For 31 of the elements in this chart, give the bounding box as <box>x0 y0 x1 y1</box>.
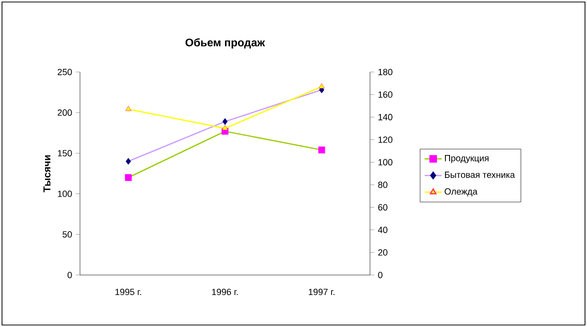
point <box>318 146 326 154</box>
legend-label: Бытовая техника <box>445 172 515 178</box>
y2-tick-label: 80 <box>378 182 388 188</box>
y-tick-label: 200 <box>58 109 72 116</box>
y-tick-label: 50 <box>62 231 72 238</box>
y2-tick-label: 40 <box>378 226 388 234</box>
point <box>125 106 132 112</box>
point <box>124 174 132 181</box>
y-tick-label: 250 <box>58 68 72 76</box>
y-tick-label: 0 <box>68 272 72 278</box>
legend-label: Олежда <box>444 188 478 196</box>
y2-tick-label: 160 <box>378 91 392 98</box>
y-tick-label: 100 <box>58 190 72 197</box>
x-tick-label: 1996 г. <box>212 288 238 296</box>
point <box>318 83 325 88</box>
point <box>222 125 228 130</box>
y-axis-title: Тысячи <box>43 155 50 192</box>
y2-tick-label: 140 <box>378 114 392 120</box>
y2-tick-label: 120 <box>378 136 392 143</box>
y2-tick-label: 100 <box>378 159 392 166</box>
point <box>222 118 228 125</box>
y2-tick-label: 180 <box>378 68 392 76</box>
point <box>126 158 131 165</box>
y2-tick-label: 20 <box>378 249 388 256</box>
chart-title: Обьем продаж <box>186 38 266 49</box>
y2-tick-label: 0 <box>378 272 382 278</box>
y2-tick-label: 60 <box>378 204 388 211</box>
x-tick-label: 1997 г. <box>308 288 334 296</box>
y-tick-label: 150 <box>58 150 72 156</box>
x-tick-label: 1995 г. <box>115 288 142 296</box>
legend-label: Продукция <box>444 155 489 164</box>
